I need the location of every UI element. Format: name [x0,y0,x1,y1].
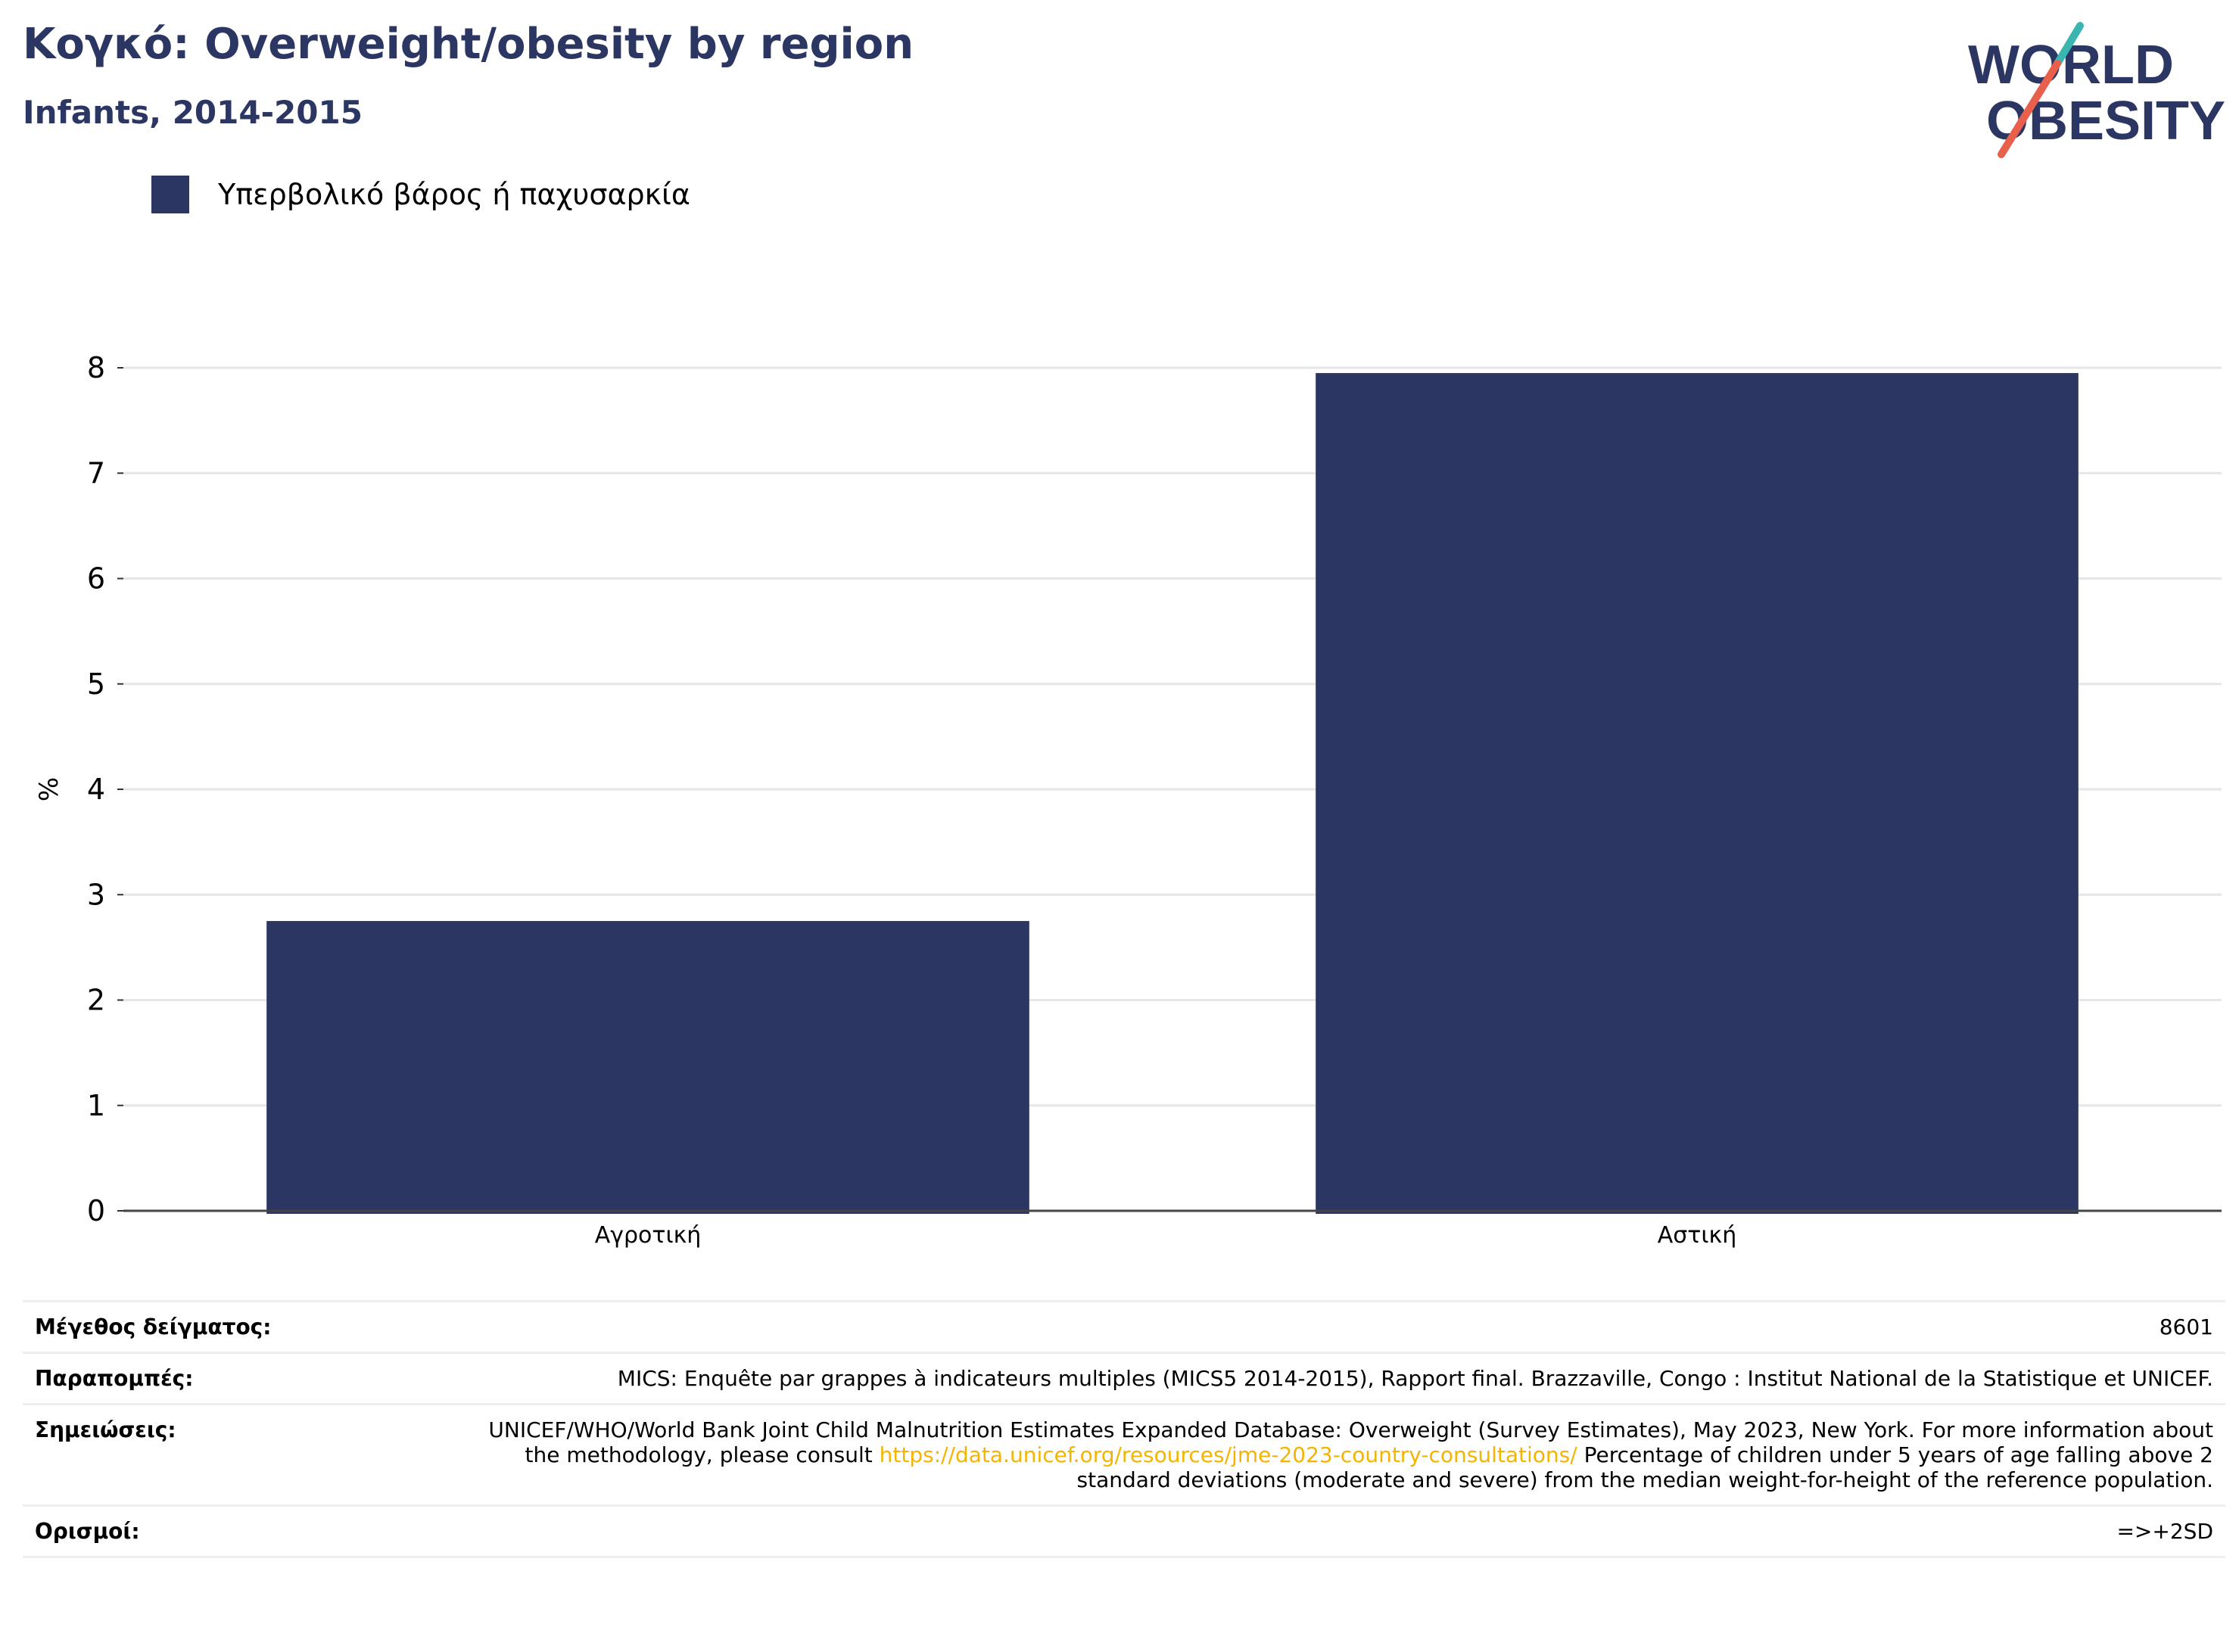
notes-text-continued: Percentage of children under 5 years of … [1076,1442,2213,1493]
x-tick-label: Αγροτική [595,1222,702,1249]
chart-legend: Υπερβολικό βάρος ή παχυσαρκία [151,176,690,213]
bar-1 [266,921,1029,1214]
y-tick-label: 3 [87,878,105,911]
y-tick-label: 0 [87,1194,105,1227]
references-label: Παραπομπές: [23,1352,471,1406]
notes-value: UNICEF/WHO/World Bank Joint Child Malnut… [471,1403,2225,1507]
sample-size-row: Μέγεθος δείγματος: 8601 [23,1299,2225,1355]
definitions-value: =>+2SD [471,1504,2225,1559]
legend-swatch [151,176,189,213]
notes-row: Σημειώσεις: UNICEF/WHO/World Bank Joint … [23,1403,2225,1507]
y-tick-label: 8 [87,351,105,384]
definitions-row: Ορισμοί: =>+2SD [23,1504,2225,1559]
bar-2 [1316,372,2079,1214]
x-tick-label: Αστική [1658,1222,1736,1249]
notes-label: Σημειώσεις: [23,1403,471,1507]
definitions-label: Ορισμοί: [23,1504,471,1559]
legend-label: Υπερβολικό βάρος ή παχυσαρκία [218,178,690,211]
info-table: Μέγεθος δείγματος: 8601 Παραπομπές: MICS… [23,1299,2225,1559]
references-row: Παραπομπές: MICS: Enquête par grappes à … [23,1352,2225,1406]
y-tick-label: 6 [87,562,105,596]
world-obesity-logo: WORLD OBESITY [1968,22,2225,158]
sample-size-label: Μέγεθος δείγματος: [23,1299,471,1355]
notes-text: UNICEF/WHO/World Bank Joint Child Malnut… [488,1417,2213,1468]
y-tick-label: 2 [87,984,105,1017]
y-tick-label: 7 [87,456,105,490]
y-tick-label: 5 [87,667,105,701]
page-subtitle: Infants, 2014-2015 [23,94,363,131]
bar-chart: 0 1 2 3 4 5 6 7 8% Αγροτική Αστική [34,351,2222,1249]
y-tick-label: 4 [87,773,105,806]
methodology-link[interactable]: https://data.unicef.org/resources/jme-20… [879,1442,1577,1468]
references-value: MICS: Enquête par grappes à indicateurs … [471,1352,2225,1406]
y-axis-label: % [34,777,64,801]
page-title: Κογκό: Overweight/obesity by region [23,20,914,69]
sample-size-value: 8601 [471,1299,2225,1355]
y-tick-label: 1 [87,1089,105,1122]
